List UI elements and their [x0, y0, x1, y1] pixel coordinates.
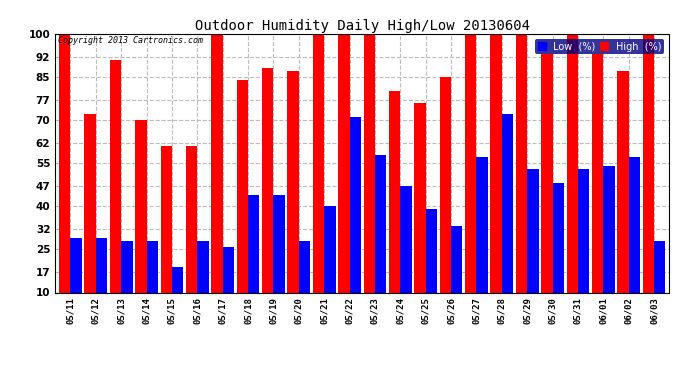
Bar: [96, 238, 107, 321]
Bar: [161, 146, 172, 321]
Bar: [313, 34, 324, 321]
Bar: [426, 209, 437, 321]
Bar: [121, 241, 132, 321]
Bar: [324, 206, 335, 321]
Bar: [223, 246, 234, 321]
Bar: [186, 146, 197, 321]
Bar: [211, 34, 223, 321]
Bar: [172, 267, 184, 321]
Title: Outdoor Humidity Daily High/Low 20130604: Outdoor Humidity Daily High/Low 20130604: [195, 19, 530, 33]
Bar: [553, 183, 564, 321]
Bar: [515, 34, 527, 321]
Bar: [299, 241, 310, 321]
Bar: [237, 80, 248, 321]
Bar: [375, 154, 386, 321]
Bar: [364, 34, 375, 321]
Bar: [451, 226, 462, 321]
Bar: [440, 77, 451, 321]
Bar: [338, 34, 350, 321]
Bar: [135, 120, 146, 321]
Bar: [110, 60, 121, 321]
Bar: [400, 186, 412, 321]
Bar: [541, 54, 553, 321]
Bar: [389, 91, 400, 321]
Bar: [566, 34, 578, 321]
Bar: [146, 241, 158, 321]
Bar: [59, 34, 70, 321]
Bar: [618, 71, 629, 321]
Bar: [197, 241, 208, 321]
Bar: [262, 68, 273, 321]
Bar: [84, 114, 96, 321]
Bar: [578, 169, 589, 321]
Bar: [465, 34, 476, 321]
Bar: [603, 166, 615, 321]
Bar: [288, 71, 299, 321]
Bar: [414, 103, 426, 321]
Bar: [592, 54, 603, 321]
Bar: [642, 34, 654, 321]
Bar: [502, 114, 513, 321]
Bar: [654, 241, 665, 321]
Bar: [350, 117, 361, 321]
Text: Copyright 2013 Cartronics.com: Copyright 2013 Cartronics.com: [58, 36, 204, 45]
Bar: [527, 169, 539, 321]
Bar: [629, 158, 640, 321]
Bar: [273, 195, 285, 321]
Bar: [248, 195, 259, 321]
Bar: [70, 238, 82, 321]
Bar: [491, 34, 502, 321]
Legend: Low  (%), High  (%): Low (%), High (%): [535, 39, 664, 54]
Bar: [476, 158, 488, 321]
